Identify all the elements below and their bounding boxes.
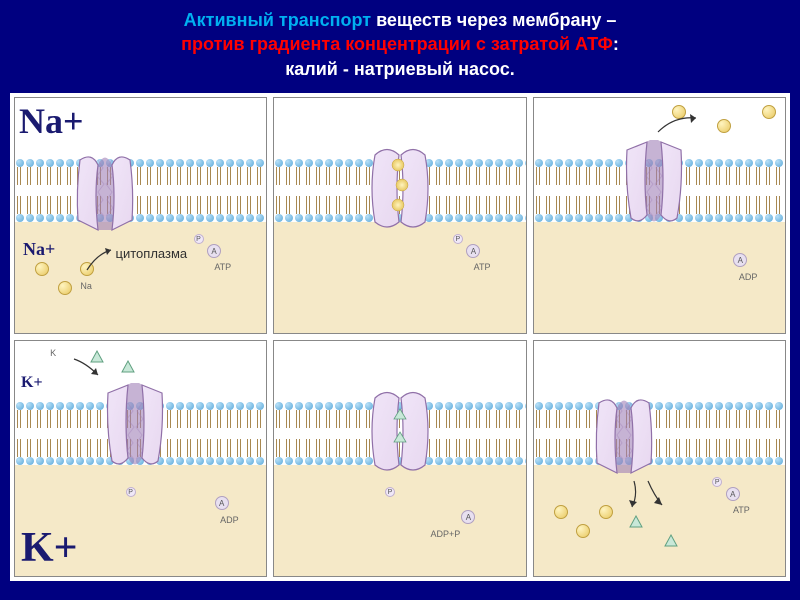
adp-pi-label: ADP+P <box>431 529 461 539</box>
k-marker-label: K <box>50 348 56 358</box>
title-colon: : <box>613 34 619 54</box>
title-part-blue: Активный транспорт <box>184 10 371 30</box>
slide-title: Активный транспорт веществ через мембран… <box>0 0 800 89</box>
atp-marker: A <box>207 244 221 258</box>
atp-marker: A <box>726 487 740 501</box>
atp-label: ATP <box>474 262 491 272</box>
k-label-big: K+ <box>21 524 78 572</box>
lipid-row <box>15 159 266 191</box>
atp-label: ATP <box>214 262 231 272</box>
panel-5: AADP+PP <box>273 340 526 577</box>
arrow-icon <box>70 355 105 380</box>
pump-protein <box>365 383 435 478</box>
pump-protein <box>100 383 170 478</box>
panel-1: Na+ Na+ цитоплазма AP ATP Na <box>14 97 267 334</box>
adp-label: ADP <box>739 272 758 282</box>
arrow-icon <box>85 244 125 274</box>
arrow-icon <box>654 112 704 137</box>
panel-3: AADP <box>533 97 786 334</box>
atp-label: ATP <box>733 505 750 515</box>
sodium-ion <box>58 281 72 295</box>
na-marker-label: Na <box>80 281 92 291</box>
cytoplasm-label: цитоплазма <box>116 246 188 261</box>
k-label-small: K+ <box>21 374 43 392</box>
phosphate-bound: P <box>126 487 136 497</box>
pump-protein <box>70 140 140 235</box>
panel-6: APATP <box>533 340 786 577</box>
adp-marker: A <box>215 496 229 510</box>
atp-marker: A <box>466 244 480 258</box>
phosphate: P <box>194 234 204 244</box>
na-label-small: Na+ <box>23 239 55 260</box>
lipid-row <box>15 191 266 223</box>
phosphate-bound: P <box>385 487 395 497</box>
diagram-container: Na+Na+цитоплазмаAPATPNa APATP AADP <box>10 93 790 581</box>
title-part-white2: калий - натриевый насос. <box>285 59 515 79</box>
phosphate: P <box>453 234 463 244</box>
pump-protein <box>619 140 689 235</box>
panel-4: K+ K+ A ADP P K <box>14 340 267 577</box>
lipid-row <box>534 402 785 434</box>
title-part-red: против градиента концентрации с затратой… <box>181 34 613 54</box>
pump-protein <box>589 383 659 478</box>
title-part-white1: веществ через мембрану – <box>371 10 616 30</box>
lipid-row <box>534 434 785 466</box>
adp-label: ADP <box>220 515 239 525</box>
panel-2: AP ATP <box>273 97 526 334</box>
na-label-big: Na+ <box>19 100 84 142</box>
pump-protein <box>365 140 435 235</box>
arrow-icon <box>624 477 669 512</box>
panel-grid: Na+Na+цитоплазмаAPATPNa APATP AADP <box>14 97 786 577</box>
